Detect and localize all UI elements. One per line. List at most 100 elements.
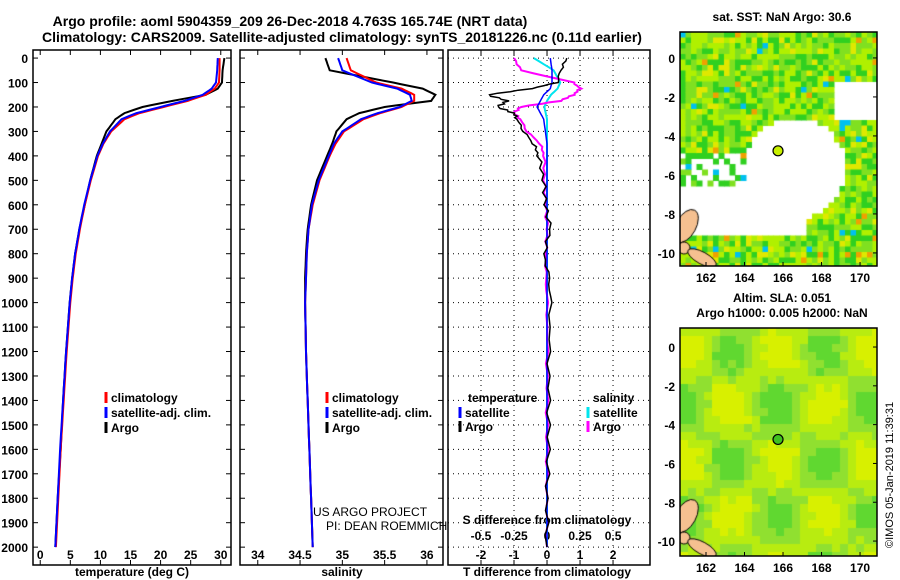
- depth-tick-label: 1500: [1, 419, 28, 433]
- depth-tick-label: 300: [8, 125, 28, 139]
- depth-tick-label: 1600: [1, 443, 28, 457]
- x-tick-label: 2: [610, 548, 617, 562]
- lon-tick-label: 170: [850, 561, 870, 575]
- lat-tick-label: -4: [664, 419, 675, 433]
- depth-tick-label: 800: [8, 248, 28, 262]
- legend-temperature-title: temperature: [468, 391, 538, 405]
- panel-frame-0: [32, 49, 232, 566]
- title-line-2: Climatology: CARS2009. Satellite-adjuste…: [42, 29, 642, 45]
- lon-tick-label: 162: [696, 271, 716, 285]
- depth-tick-label: 400: [8, 150, 28, 164]
- legend-s-satellite-label: satellite: [593, 406, 638, 420]
- legend-salinity-title: salinity: [593, 391, 635, 405]
- map-frame: [679, 31, 878, 267]
- legend-satellite-label: satellite-adj. clim.: [332, 406, 432, 420]
- x-tick-label: 35: [336, 548, 350, 562]
- lat-tick-label: 0: [668, 52, 675, 66]
- x-tick-label: 0: [544, 548, 551, 562]
- depth-tick-label: 1800: [1, 492, 28, 506]
- legend-satellite-label: satellite-adj. clim.: [111, 406, 211, 420]
- timestamp: ©IMOS 05-Jan-2019 11:39:31: [884, 402, 896, 548]
- x-tick-label: 25: [184, 548, 198, 562]
- depth-tick-label: 600: [8, 199, 28, 213]
- legend-t-satellite-label: satellite: [465, 406, 510, 420]
- depth-tick-label: 500: [8, 174, 28, 188]
- sst-map-title: sat. SST: NaN Argo: 30.6: [713, 10, 852, 24]
- climatology-line: [54, 58, 221, 548]
- lon-tick-label: 164: [734, 271, 754, 285]
- depth-tick-label: 900: [8, 272, 28, 286]
- x-tick-label: 35.5: [373, 548, 397, 562]
- x-tick-label: 15: [124, 548, 138, 562]
- argo-line: [54, 57, 226, 548]
- credit-project: US ARGO PROJECT: [313, 505, 428, 519]
- sla-map-title-2: Argo h1000: 0.005 h2000: NaN: [696, 306, 867, 320]
- lon-tick-label: 162: [696, 561, 716, 575]
- x-tick-label: 1: [577, 548, 584, 562]
- x-tick-label: -2: [476, 548, 487, 562]
- lon-tick-label: 164: [734, 561, 754, 575]
- lat-tick-label: 0: [668, 341, 675, 355]
- legend-argo-label: Argo: [111, 421, 139, 435]
- depth-tick-label: 1300: [1, 370, 28, 384]
- satellite-adj-line: [304, 57, 413, 548]
- depth-tick-label: 0: [21, 52, 28, 66]
- depth-tick-label: 100: [8, 77, 28, 91]
- legend-s-argo-label: Argo: [593, 420, 621, 434]
- credit-pi: PI: DEAN ROEMMICH: [326, 519, 447, 533]
- x-tick-label: 30: [214, 548, 228, 562]
- lat-tick-label: -4: [664, 130, 675, 144]
- lon-tick-label: 168: [812, 561, 832, 575]
- panel-frame-1: [239, 49, 444, 566]
- climatology-line: [304, 57, 416, 548]
- x-tick-label: 0.5: [605, 529, 622, 543]
- lat-tick-label: -2: [664, 380, 675, 394]
- lat-tick-label: -10: [658, 535, 676, 549]
- title-line-1: Argo profile: aoml 5904359_209 26-Dec-20…: [53, 13, 528, 29]
- depth-tick-label: 1700: [1, 468, 28, 482]
- lat-tick-label: -10: [658, 247, 676, 261]
- argo-float-marker: [772, 145, 784, 157]
- depth-tick-label: 700: [8, 223, 28, 237]
- x-axis-label-temperature: temperature (deg C): [75, 565, 189, 579]
- lat-tick-label: -2: [664, 91, 675, 105]
- depth-tick-label: 1100: [2, 321, 28, 335]
- x-tick-label: 36: [420, 548, 434, 562]
- lat-tick-label: -6: [664, 169, 675, 183]
- t-argo-diff-line: [488, 57, 568, 548]
- map-frame: [679, 327, 878, 557]
- lat-tick-label: -6: [664, 457, 675, 471]
- argo-float-marker: [772, 433, 784, 446]
- lat-tick-label: -8: [664, 208, 675, 222]
- legend-t-argo-label: Argo: [465, 420, 493, 434]
- x-axis-label-salinity: salinity: [321, 565, 363, 579]
- lon-tick-label: 170: [850, 271, 870, 285]
- lat-tick-label: -8: [664, 496, 675, 510]
- x-tick-label: 5: [67, 548, 74, 562]
- argo-line: [304, 57, 437, 548]
- depth-tick-label: 1400: [1, 394, 28, 408]
- panel-frame-2: [447, 49, 651, 566]
- legend-climatology-label: climatology: [111, 391, 178, 405]
- x-tick-label: 0: [37, 548, 44, 562]
- x-axis-label-t-difference: T difference from climatology: [463, 565, 631, 579]
- lon-tick-label: 166: [773, 561, 793, 575]
- satellite-adj-line: [54, 58, 219, 548]
- depth-tick-label: 2000: [1, 541, 28, 555]
- depth-tick-label: 200: [8, 101, 28, 115]
- t-satellite-diff-line: [536, 58, 553, 548]
- x-tick-label: 34.5: [288, 548, 312, 562]
- x-tick-label: -0.5: [471, 529, 492, 543]
- x-tick-label: 0.25: [568, 529, 592, 543]
- x-tick-label: 10: [94, 548, 108, 562]
- x-tick-label: 34: [251, 548, 265, 562]
- legend-argo-label: Argo: [332, 421, 360, 435]
- depth-tick-label: 1200: [1, 346, 28, 360]
- depth-tick-label: 1000: [1, 297, 28, 311]
- sla-map-title-1: Altim. SLA: 0.051: [733, 291, 831, 305]
- depth-tick-label: 1900: [1, 517, 28, 531]
- legend-climatology-label: climatology: [332, 391, 399, 405]
- x-tick-label: -1: [509, 548, 520, 562]
